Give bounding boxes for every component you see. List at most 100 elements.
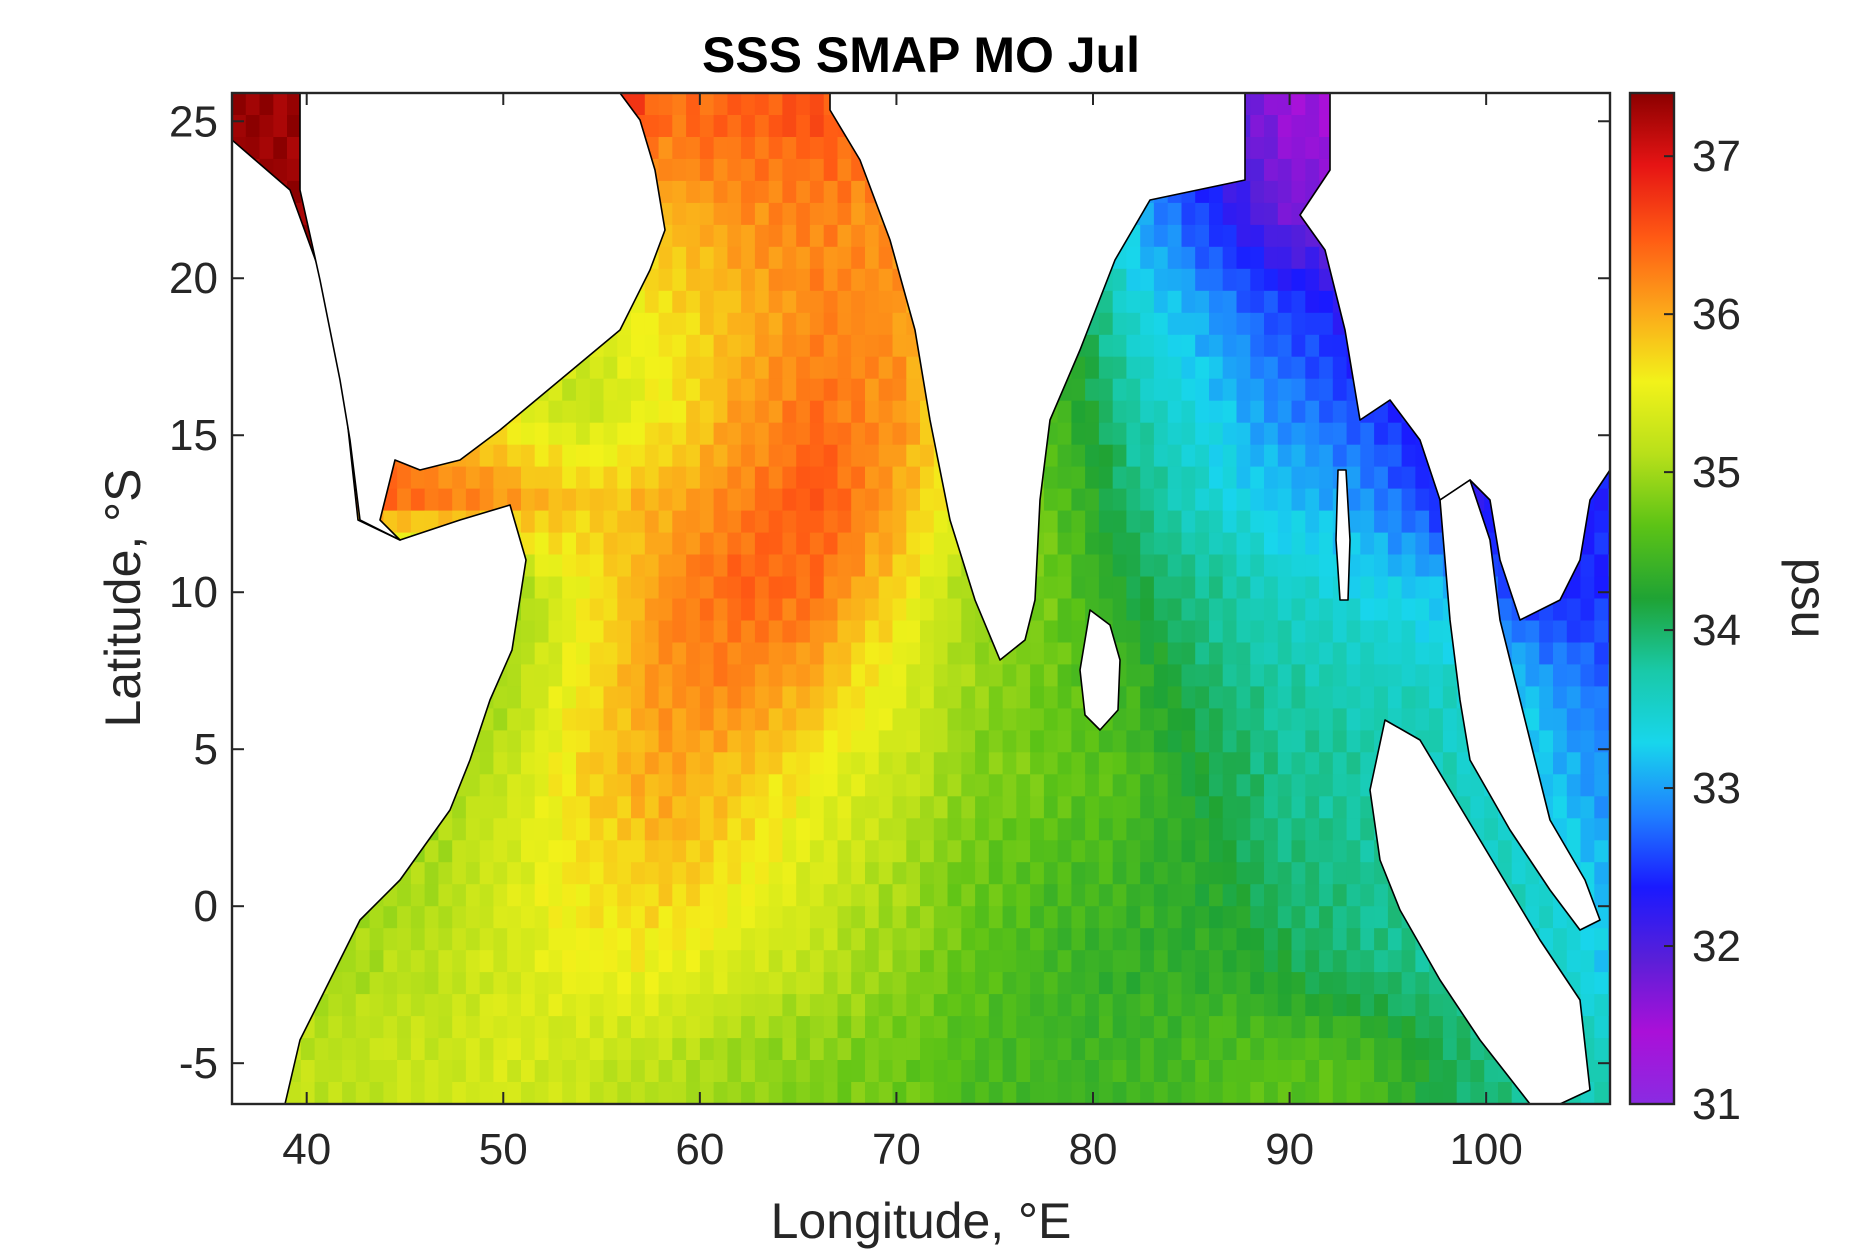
salinity-cell — [1264, 818, 1279, 841]
salinity-cell — [1305, 115, 1320, 138]
salinity-cell — [644, 972, 660, 995]
salinity-cell — [342, 1082, 357, 1104]
y-axis-label: Latitude, °S — [95, 468, 151, 727]
salinity-cell — [1140, 818, 1155, 841]
salinity-cell — [782, 444, 797, 468]
salinity-cell — [1236, 752, 1251, 775]
salinity-cell — [933, 840, 949, 863]
salinity-cell — [796, 532, 811, 556]
salinity-cell — [1250, 1016, 1265, 1039]
salinity-cell — [1071, 708, 1086, 731]
salinity-cell — [727, 1126, 741, 1149]
salinity-cell — [493, 884, 508, 907]
salinity-cell — [809, 620, 825, 644]
salinity-cell — [1291, 378, 1306, 402]
salinity-cell — [1580, 928, 1595, 951]
salinity-cell — [658, 840, 673, 863]
salinity-cell — [438, 972, 453, 995]
salinity-cell — [1264, 1104, 1278, 1127]
salinity-cell — [507, 1104, 521, 1127]
salinity-cell — [686, 137, 701, 160]
salinity-cell — [920, 532, 935, 556]
salinity-cell — [1277, 554, 1293, 578]
salinity-cell — [1264, 686, 1279, 709]
salinity-cell — [507, 862, 522, 885]
salinity-cell — [727, 510, 742, 534]
x-tick-label: 70 — [872, 1125, 921, 1174]
salinity-cell — [851, 1016, 866, 1039]
salinity-cell — [1167, 532, 1183, 556]
salinity-cell — [576, 1082, 591, 1104]
salinity-cell — [1126, 818, 1141, 841]
salinity-cell — [823, 510, 839, 534]
salinity-cell — [741, 202, 756, 226]
salinity-cell — [1332, 818, 1348, 841]
salinity-cell — [796, 158, 811, 182]
salinity-cell — [1305, 1038, 1320, 1061]
salinity-cell — [644, 532, 660, 556]
salinity-cell — [1167, 1060, 1183, 1083]
salinity-cell — [1291, 115, 1306, 138]
salinity-cell — [1346, 840, 1361, 863]
salinity-cell — [589, 928, 605, 951]
salinity-cell — [631, 796, 646, 819]
salinity-cell — [1181, 312, 1196, 336]
salinity-cell — [947, 576, 962, 600]
salinity-cell — [1098, 752, 1114, 775]
salinity-cell — [823, 906, 839, 929]
salinity-cell — [1181, 598, 1196, 622]
salinity-cell — [644, 290, 660, 314]
salinity-cell — [1098, 422, 1114, 446]
salinity-cell — [314, 1038, 329, 1061]
salinity-cell — [1374, 554, 1389, 578]
salinity-cell — [369, 994, 384, 1017]
salinity-cell — [1057, 422, 1072, 446]
salinity-cell — [1140, 400, 1155, 424]
salinity-cell — [644, 598, 660, 622]
salinity-cell — [1264, 312, 1279, 336]
salinity-cell — [1085, 972, 1100, 995]
salinity-cell — [1098, 950, 1114, 973]
salinity-cell — [1236, 510, 1251, 534]
salinity-cell — [892, 312, 907, 336]
salinity-cell — [782, 1060, 797, 1083]
salinity-cell — [1250, 818, 1265, 841]
salinity-cell — [1057, 818, 1072, 841]
salinity-cell — [865, 334, 880, 358]
salinity-cell — [589, 1016, 605, 1039]
salinity-cell — [452, 928, 467, 951]
salinity-cell — [1153, 884, 1169, 907]
salinity-cell — [1305, 268, 1320, 292]
salinity-cell — [1553, 928, 1568, 951]
salinity-cell — [961, 752, 976, 775]
salinity-cell — [1429, 708, 1444, 731]
salinity-cell — [1305, 598, 1320, 622]
salinity-cell — [1043, 906, 1059, 929]
salinity-cell — [1360, 1016, 1375, 1039]
salinity-cell — [713, 466, 728, 490]
salinity-cell — [1415, 1038, 1430, 1061]
salinity-cell — [851, 598, 866, 622]
salinity-cell — [768, 422, 784, 446]
salinity-cell — [1153, 906, 1169, 929]
salinity-cell — [961, 950, 976, 973]
salinity-cell — [1098, 1016, 1114, 1039]
salinity-cell — [1580, 708, 1595, 731]
salinity-cell — [672, 356, 687, 380]
salinity-cell — [1167, 884, 1183, 907]
salinity-cell — [1222, 730, 1238, 753]
salinity-cell — [273, 158, 288, 182]
salinity-cell — [947, 598, 962, 622]
salinity-cell — [741, 950, 756, 973]
salinity-cell — [1346, 752, 1361, 775]
salinity-cell — [1195, 774, 1210, 797]
salinity-cell — [548, 686, 563, 709]
salinity-cell — [493, 840, 508, 863]
salinity-cell — [1112, 598, 1128, 622]
salinity-cell — [1305, 620, 1320, 644]
salinity-cell — [1250, 1104, 1264, 1127]
salinity-cell — [1319, 862, 1334, 885]
salinity-cell — [988, 730, 1004, 753]
salinity-cell — [1387, 950, 1403, 973]
salinity-cell — [1016, 1038, 1031, 1061]
